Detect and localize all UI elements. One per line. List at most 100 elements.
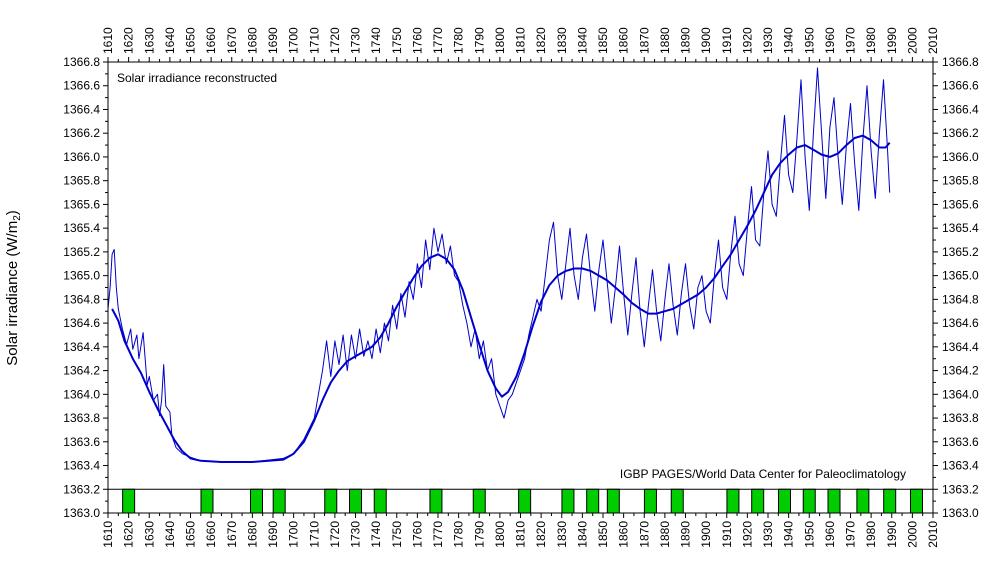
x-tick-label-bottom: 1920: [740, 521, 754, 548]
x-tick-label-bottom: 1820: [534, 521, 548, 548]
x-tick-label-top: 1800: [493, 27, 507, 54]
marker-band-15: [726, 488, 740, 514]
y-axis-label: Solar irradiance (W/m2): [4, 210, 23, 366]
marker-band-21: [883, 488, 897, 514]
y-tick-label-right: 1366.2: [942, 126, 979, 140]
x-tick-label-bottom: 1630: [142, 521, 156, 548]
marker-band-20: [856, 488, 870, 514]
marker-band-3: [272, 488, 286, 514]
x-tick-label-bottom: 2010: [926, 521, 940, 548]
y-tick-label-right: 1365.0: [942, 269, 979, 283]
x-tick-label-bottom: 1840: [575, 521, 589, 548]
x-tick-label-bottom: 1610: [101, 521, 115, 548]
x-tick-label-bottom: 1760: [410, 521, 424, 548]
x-tick-label-top: 1790: [472, 27, 486, 54]
marker-band-4: [324, 488, 338, 514]
x-tick-label-top: 1610: [101, 27, 115, 54]
marker-band-16: [751, 488, 765, 514]
marker-band-0: [122, 488, 136, 514]
x-tick-label-bottom: 1860: [617, 521, 631, 548]
y-tick-label-right: 1363.2: [942, 482, 979, 496]
x-tick-label-bottom: 1770: [431, 521, 445, 548]
x-tick-label-top: 1680: [245, 27, 259, 54]
x-tick-label-top: 1670: [225, 27, 239, 54]
y-tick-label-left: 1365.0: [63, 269, 100, 283]
x-tick-label-bottom: 1690: [266, 521, 280, 548]
y-tick-label-right: 1363.4: [942, 459, 979, 473]
x-tick-label-top: 1850: [596, 27, 610, 54]
x-tick-label-bottom: 1940: [782, 521, 796, 548]
x-tick-label-bottom: 1750: [390, 521, 404, 548]
marker-band-5: [349, 488, 362, 514]
marker-band-18: [802, 488, 816, 514]
y-tick-label-left: 1366.6: [63, 79, 100, 93]
marker-band-10: [561, 488, 575, 514]
y-tick-label-left: 1364.4: [63, 340, 100, 354]
x-tick-label-top: 1840: [575, 27, 589, 54]
y-tick-label-left: 1363.2: [63, 482, 100, 496]
x-tick-label-bottom: 2000: [905, 521, 919, 548]
y-tick-label-right: 1364.0: [942, 387, 979, 401]
y-tick-label-right: 1363.6: [942, 435, 979, 449]
y-tick-label-right: 1365.6: [942, 197, 979, 211]
y-tick-label-right: 1365.8: [942, 174, 979, 188]
axis-ticks: 1610 1610 1620 1620 1630 1630 1640 1640 1650 1650…: [63, 27, 979, 548]
x-tick-label-top: 1960: [823, 27, 837, 54]
x-tick-label-bottom: 1740: [369, 521, 383, 548]
series-layer: [107, 67, 891, 463]
x-tick-label-top: 1920: [740, 27, 754, 54]
y-tick-label-left: 1366.0: [63, 150, 100, 164]
marker-band-11: [586, 488, 600, 514]
x-tick-label-bottom: 1880: [658, 521, 672, 548]
marker-band-19: [827, 488, 841, 514]
y-tick-label-left: 1364.0: [63, 387, 100, 401]
y-tick-label-left: 1364.6: [63, 316, 100, 330]
x-tick-label-top: 1980: [864, 27, 878, 54]
x-tick-label-top: 1890: [679, 27, 693, 54]
x-tick-label-top: 1940: [782, 27, 796, 54]
x-tick-label-bottom: 1800: [493, 521, 507, 548]
x-tick-label-top: 1930: [761, 27, 775, 54]
x-tick-label-top: 1620: [122, 27, 136, 54]
x-tick-label-bottom: 1680: [245, 521, 259, 548]
y-tick-label-right: 1364.2: [942, 364, 979, 378]
y-tick-label-left: 1365.4: [63, 221, 100, 235]
marker-band-1: [200, 488, 214, 514]
marker-band-22: [910, 488, 923, 514]
marker-band-17: [778, 488, 791, 514]
x-tick-label-bottom: 1730: [349, 521, 363, 548]
chart-title: Solar irradiance reconstructed: [117, 71, 277, 85]
x-tick-label-top: 1810: [514, 27, 528, 54]
x-tick-label-top: 1690: [266, 27, 280, 54]
x-tick-label-bottom: 1970: [844, 521, 858, 548]
x-tick-label-top: 1900: [699, 27, 713, 54]
y-tick-label-left: 1365.8: [63, 174, 100, 188]
y-tick-label-left: 1363.6: [63, 435, 100, 449]
x-tick-label-top: 1970: [844, 27, 858, 54]
y-tick-label-right: 1366.6: [942, 79, 979, 93]
x-tick-label-top: 1880: [658, 27, 672, 54]
x-tick-label-top: 1640: [163, 27, 177, 54]
x-tick-label-bottom: 1830: [555, 521, 569, 548]
x-tick-label-bottom: 1620: [122, 521, 136, 548]
y-tick-label-right: 1364.8: [942, 292, 979, 306]
y-tick-label-left: 1366.2: [63, 126, 100, 140]
x-tick-label-bottom: 1670: [225, 521, 239, 548]
x-tick-label-top: 1660: [204, 27, 218, 54]
x-tick-label-bottom: 1700: [287, 521, 301, 548]
y-tick-label-right: 1363.0: [942, 506, 979, 520]
x-tick-label-top: 1770: [431, 27, 445, 54]
y-axis-label-sub: 2: [12, 215, 23, 221]
y-tick-label-right: 1366.4: [942, 102, 979, 116]
y-tick-label-left: 1365.2: [63, 245, 100, 259]
y-tick-label-right: 1364.6: [942, 316, 979, 330]
x-tick-label-top: 1820: [534, 27, 548, 54]
y-tick-label-left: 1363.8: [63, 411, 100, 425]
x-tick-label-top: 1650: [184, 27, 198, 54]
x-tick-label-top: 2000: [905, 27, 919, 54]
x-tick-label-top: 1870: [637, 27, 651, 54]
y-tick-label-right: 1366.8: [942, 55, 979, 69]
y-tick-label-left: 1364.2: [63, 364, 100, 378]
